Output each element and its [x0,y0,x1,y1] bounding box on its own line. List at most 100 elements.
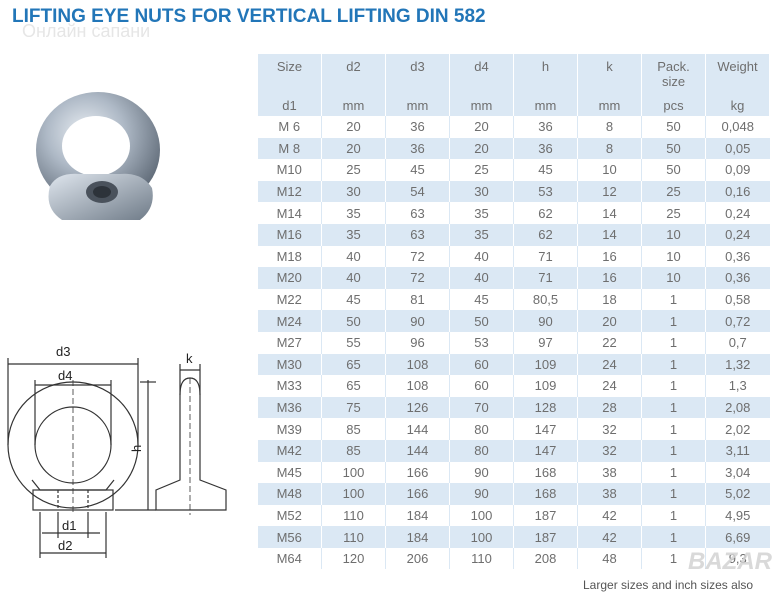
table-cell: 4,95 [705,504,770,527]
table-cell: 20 [321,137,386,160]
table-cell: 10 [641,267,706,289]
table-cell: 0,09 [705,159,770,181]
table-cell: 187 [513,504,578,527]
column-header-title: d2 [346,59,361,74]
table-cell: 45 [513,159,578,181]
table-cell: 168 [513,483,578,505]
table-cell: 35 [321,223,386,246]
table-cell: 71 [513,245,578,268]
table-cell: 3,04 [705,461,770,484]
column-header: h mm [513,54,578,116]
table-cell: 30 [321,180,386,203]
column-header-unit: mm [406,98,429,113]
table-cell: 1 [641,396,706,419]
table-cell: 80 [449,418,514,440]
table-cell: 42 [577,526,642,548]
column-header: Pack. size pcs [641,54,706,116]
table-cell: 1 [641,483,706,505]
table-cell: 72 [385,245,450,268]
table-cell: 2,08 [705,396,770,419]
table-cell: 184 [385,526,450,548]
table-cell: 20 [449,137,514,160]
table-row: M48 100 166 90 168 38 1 5,02 [257,483,770,505]
table-cell: 22 [577,331,642,354]
table-row: M36 75 126 70 128 28 1 2,08 [257,396,770,419]
table-cell: 90 [513,310,578,332]
table-cell: 147 [513,418,578,440]
table-cell: M16 [257,223,322,246]
table-cell: 70 [449,396,514,419]
table-cell: 75 [321,396,386,419]
table-cell: 54 [385,180,450,203]
table-cell: 40 [449,267,514,289]
table-cell: 35 [321,202,386,224]
table-row: M24 50 90 50 90 20 1 0,72 [257,310,770,332]
table-cell: 110 [321,526,386,548]
table-cell: 42 [577,504,642,527]
table-cell: M52 [257,504,322,527]
table-cell: 168 [513,461,578,484]
table-cell: 108 [385,375,450,397]
column-header-title: Weight [717,59,758,74]
table-cell: 16 [577,267,642,289]
label-h: h [129,445,144,452]
table-cell: 36 [513,116,578,138]
table-cell: 0,24 [705,223,770,246]
column-header-title: Size [276,59,303,74]
table-cell: 1 [641,331,706,354]
table-cell: 166 [385,483,450,505]
column-header: d2 mm [321,54,386,116]
table-cell: 184 [385,504,450,527]
table-cell: M27 [257,331,322,354]
table-cell: 1 [641,547,706,570]
table-cell: M20 [257,267,322,289]
column-header-title: d4 [474,59,489,74]
table-cell: 128 [513,396,578,419]
table-cell: 90 [449,483,514,505]
table-cell: 32 [577,418,642,440]
table-cell: 20 [577,310,642,332]
table-cell: 206 [385,547,450,570]
table-cell: M45 [257,461,322,484]
table-cell: M33 [257,375,322,397]
table-cell: M10 [257,159,322,181]
table-cell: 96 [385,331,450,354]
table-cell: 38 [577,461,642,484]
table-cell: 45 [321,288,386,311]
table-cell: 25 [449,159,514,181]
table-row: M14 35 63 35 62 14 25 0,24 [257,202,770,224]
table-row: M22 45 81 45 80,5 18 1 0,58 [257,288,770,311]
table-cell: 6,69 [705,526,770,548]
table-cell: 25 [641,202,706,224]
column-header-title: h [541,59,550,74]
table-cell: M56 [257,526,322,548]
table-cell: 100 [449,504,514,527]
table-cell: 25 [641,180,706,203]
table-cell: 0,72 [705,310,770,332]
table-cell: 97 [513,331,578,354]
column-header: Size d1 [257,54,322,116]
table-cell: 20 [449,116,514,138]
table-cell: 1 [641,504,706,527]
technical-drawing: d3 d4 h k d1 d2 [7,344,227,558]
column-header-title: d3 [410,59,425,74]
table-cell: 60 [449,375,514,397]
table-row: M39 85 144 80 147 32 1 2,02 [257,418,770,440]
table-cell: 36 [513,137,578,160]
column-header-unit: mm [598,98,621,113]
table-cell: 50 [449,310,514,332]
table-cell: 36 [385,116,450,138]
table-cell: 50 [321,310,386,332]
table-cell: 8 [577,116,642,138]
watermark: Онлайн сапани [22,21,151,41]
table-cell: 50 [641,159,706,181]
label-d1: d1 [62,518,76,533]
table-cell: 0,36 [705,267,770,289]
table-cell: 1 [641,461,706,484]
table-cell: 0,048 [705,116,770,138]
table-row: M27 55 96 53 97 22 1 0,7 [257,331,770,354]
table-cell: 40 [321,267,386,289]
table-cell: 5,02 [705,483,770,505]
table-cell: 0,58 [705,288,770,311]
table-cell: 65 [321,353,386,376]
